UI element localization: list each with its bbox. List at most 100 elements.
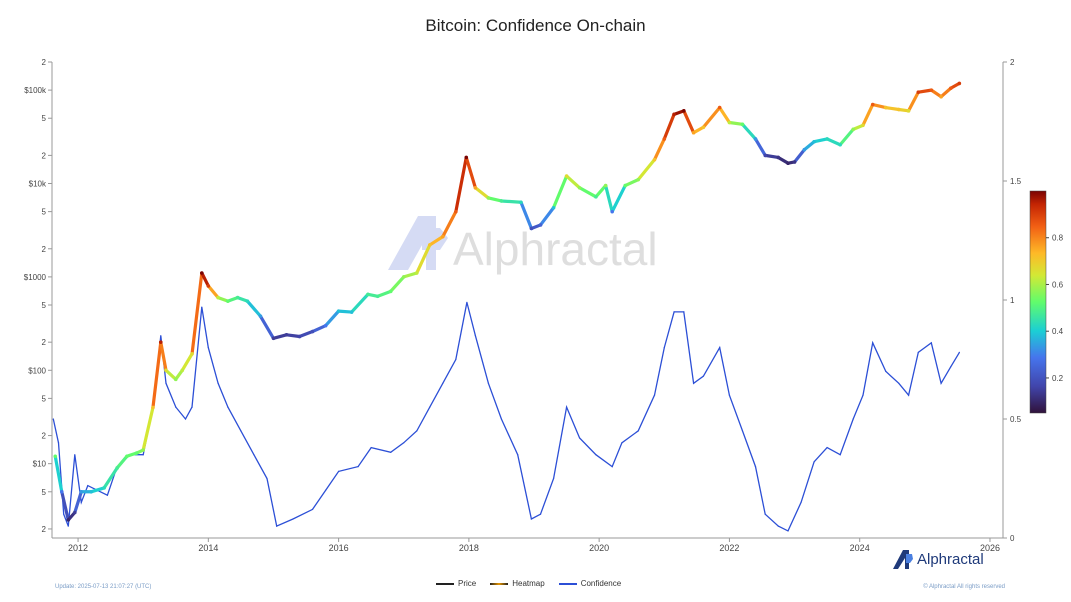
confidence-point — [907, 394, 910, 396]
price-segment — [929, 88, 943, 99]
price-point — [551, 205, 556, 210]
price-point — [190, 352, 194, 356]
legend-label-heatmap: Heatmap — [512, 579, 545, 588]
price-point — [883, 105, 888, 110]
price-point — [216, 295, 220, 300]
price-segment — [812, 137, 829, 144]
price-point — [701, 125, 706, 130]
update-timestamp: Update: 2025-07-13 21:07:27 (UTC) — [55, 584, 152, 590]
price-point — [134, 451, 139, 455]
confidence-point — [813, 461, 815, 463]
confidence-point — [184, 418, 187, 420]
price-point — [672, 112, 676, 117]
left-tick-label: 2 — [42, 525, 47, 534]
confidence-point — [324, 489, 327, 491]
price-segment — [415, 243, 432, 275]
confidence-point — [579, 437, 581, 439]
legend-item-price[interactable]: Price — [436, 579, 476, 588]
x-tick-label: 2022 — [719, 543, 739, 553]
price-point — [825, 137, 829, 141]
price-segment — [428, 235, 445, 247]
legend-item-confidence[interactable]: Confidence — [558, 579, 621, 588]
price-point — [957, 81, 962, 86]
left-tick-label: 5 — [42, 114, 47, 123]
price-point — [929, 88, 934, 92]
price-segment — [825, 137, 842, 147]
confidence-point — [777, 525, 779, 527]
price-point — [297, 334, 302, 339]
confidence-point — [917, 351, 919, 353]
price-point — [473, 185, 478, 190]
confidence-point — [595, 454, 597, 456]
confidence-point — [530, 518, 533, 520]
price-point — [939, 94, 943, 99]
x-axis-ticks: 2012 2014 2016 2018 2020 2022 2024 2026 — [68, 538, 1000, 553]
price-segment — [802, 140, 816, 152]
confidence-point — [653, 394, 656, 396]
price-segment — [190, 271, 204, 356]
price-point — [125, 454, 129, 459]
price-point — [486, 196, 491, 200]
price-point — [564, 174, 569, 178]
price-point — [200, 271, 204, 275]
price-point — [682, 109, 686, 113]
price-segment — [473, 186, 491, 200]
legend-swatch-price — [436, 582, 454, 585]
price-segment — [594, 183, 608, 199]
copyright-notice: © Alphractal All rights reserved — [923, 584, 1005, 590]
chart-title: Bitcoin: Confidence On-chain — [425, 16, 646, 35]
price-segment — [792, 148, 806, 164]
confidence-point — [253, 454, 255, 456]
confidence-point — [692, 382, 695, 384]
price-segment — [200, 271, 210, 288]
price-segment — [60, 490, 70, 522]
brand-name: Alphractal — [917, 550, 984, 568]
confidence-point — [826, 446, 828, 449]
price-point — [812, 139, 816, 144]
price-point — [72, 510, 77, 515]
price-segment — [53, 454, 64, 494]
legend-swatch-confidence — [558, 582, 577, 585]
alphractal-brand-icon — [893, 550, 913, 569]
price-point — [740, 122, 745, 127]
confidence-point — [63, 513, 65, 515]
price-segment — [519, 200, 534, 231]
colorbar-tick-label: 0.2 — [1052, 374, 1064, 383]
price-segment — [636, 158, 657, 182]
confidence-point — [370, 446, 372, 449]
price-point — [59, 489, 64, 494]
confidence-point — [898, 382, 900, 384]
price-segment — [486, 196, 504, 203]
price-segment — [763, 153, 780, 160]
legend-item-heatmap[interactable]: Heatmap — [490, 579, 545, 588]
price-segment — [454, 155, 468, 214]
confidence-point — [885, 370, 887, 372]
price-segment — [310, 324, 328, 334]
confidence-point — [539, 513, 542, 515]
price-point — [235, 295, 240, 300]
price-point — [662, 137, 667, 141]
price-point — [610, 209, 614, 214]
left-tick-label: $10k — [29, 180, 47, 189]
confidence-point — [87, 485, 89, 487]
price-segment — [564, 174, 582, 190]
price-point — [349, 310, 354, 314]
legend-label-price: Price — [458, 579, 477, 588]
brand-logo[interactable]: Alphractal — [892, 548, 984, 570]
price-segment — [861, 102, 875, 127]
price-point — [792, 160, 797, 164]
confidence-point — [702, 375, 704, 377]
price-segment — [151, 340, 163, 410]
price-point — [870, 102, 875, 107]
price-segment — [402, 271, 419, 279]
x-tick-label: 2012 — [68, 543, 88, 553]
left-tick-label: 2 — [42, 338, 47, 347]
price-point — [636, 177, 641, 182]
confidence-point — [940, 382, 942, 384]
left-tick-label: 2 — [42, 58, 47, 67]
price-segment — [258, 314, 276, 340]
confidence-point — [429, 406, 431, 408]
left-tick-label: $10 — [33, 460, 47, 469]
price-point — [180, 368, 185, 373]
